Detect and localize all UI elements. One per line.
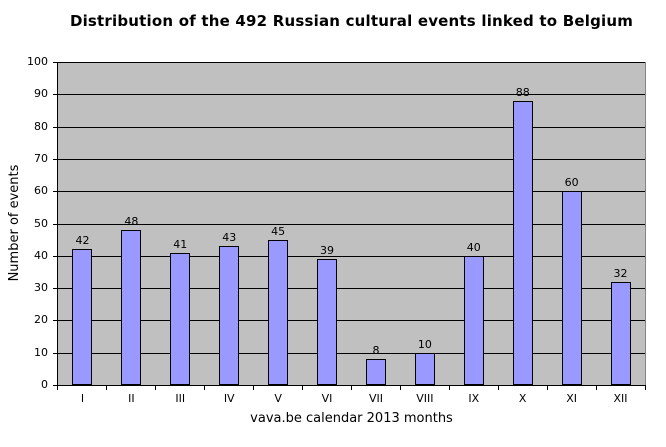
x-category-label-III: III bbox=[175, 392, 186, 405]
gridline-60 bbox=[58, 191, 645, 193]
x-tick-0 bbox=[57, 386, 58, 390]
y-tick-label-70: 70 bbox=[34, 151, 48, 165]
y-tick-0 bbox=[53, 385, 57, 386]
y-axis-line bbox=[57, 62, 58, 386]
bar-XII bbox=[610, 281, 631, 385]
x-tick-2 bbox=[155, 386, 156, 390]
y-tick-10 bbox=[53, 352, 57, 354]
x-category-label-VIII: VIII bbox=[416, 392, 434, 405]
y-tick-80 bbox=[53, 126, 57, 128]
bar-V bbox=[268, 239, 289, 385]
gridline-90 bbox=[58, 94, 645, 96]
y-tick-label-30: 30 bbox=[34, 281, 48, 295]
y-tick-label-0: 0 bbox=[41, 378, 48, 391]
bar-II bbox=[121, 229, 142, 385]
bar-IX bbox=[463, 255, 484, 385]
chart-title: Distribution of the 492 Russian cultural… bbox=[69, 12, 634, 30]
x-tick-6 bbox=[351, 386, 352, 390]
bar-VI bbox=[317, 259, 338, 385]
x-tick-7 bbox=[400, 386, 401, 390]
bar-I bbox=[72, 249, 93, 385]
x-category-label-IX: IX bbox=[468, 392, 480, 405]
bar-value-label-VI: 39 bbox=[320, 244, 335, 258]
bar-value-label-VIII: 10 bbox=[417, 337, 432, 351]
y-tick-70 bbox=[53, 158, 57, 160]
bar-IV bbox=[219, 246, 240, 385]
y-tick-label-60: 60 bbox=[34, 184, 48, 198]
x-tick-4 bbox=[253, 386, 254, 390]
y-tick-90 bbox=[53, 94, 57, 96]
plot-right-border bbox=[645, 62, 646, 385]
bar-value-label-IV: 43 bbox=[222, 231, 237, 245]
bar-value-label-X: 88 bbox=[515, 85, 530, 99]
bar-VII bbox=[365, 359, 386, 385]
bar-III bbox=[170, 252, 191, 385]
y-tick-label-90: 90 bbox=[34, 87, 48, 101]
gridline-80 bbox=[58, 126, 645, 128]
x-tick-11 bbox=[596, 386, 597, 390]
bar-value-label-XI: 60 bbox=[564, 176, 579, 190]
bar-value-label-I: 42 bbox=[75, 234, 90, 248]
bar-value-label-XII: 32 bbox=[613, 266, 628, 280]
x-category-label-V: V bbox=[274, 392, 282, 405]
x-axis-title: vava.be calendar 2013 months bbox=[250, 411, 453, 426]
x-category-label-I: I bbox=[80, 392, 85, 405]
x-tick-9 bbox=[498, 386, 499, 390]
y-tick-label-20: 20 bbox=[34, 313, 48, 327]
gridline-70 bbox=[58, 158, 645, 160]
gridline-10 bbox=[58, 352, 645, 354]
y-tick-40 bbox=[53, 255, 57, 257]
bar-value-label-VII: 8 bbox=[372, 344, 380, 358]
x-tick-12 bbox=[645, 386, 646, 390]
y-tick-50 bbox=[53, 223, 57, 225]
gridline-100 bbox=[58, 62, 645, 63]
bar-value-label-III: 41 bbox=[173, 237, 188, 251]
bar-value-label-V: 45 bbox=[271, 224, 286, 238]
x-category-label-VII: VII bbox=[368, 392, 383, 405]
gridline-50 bbox=[58, 223, 645, 225]
bar-VIII bbox=[414, 352, 435, 385]
bar-X bbox=[512, 100, 533, 385]
bar-value-label-IX: 40 bbox=[466, 240, 481, 254]
x-tick-1 bbox=[106, 386, 107, 390]
plot-area: 42 48 41 43 45 39 8 10 40 88 60 32 bbox=[58, 62, 645, 385]
x-category-label-VI: VI bbox=[321, 392, 333, 405]
y-tick-label-80: 80 bbox=[34, 119, 48, 133]
y-tick-30 bbox=[53, 288, 57, 290]
x-category-label-XI: XI bbox=[566, 392, 577, 405]
y-tick-label-50: 50 bbox=[34, 216, 48, 230]
gridline-20 bbox=[58, 320, 645, 322]
y-tick-label-40: 40 bbox=[34, 248, 48, 262]
y-tick-100 bbox=[53, 62, 57, 63]
x-tick-5 bbox=[302, 386, 303, 390]
bar-XI bbox=[561, 191, 582, 385]
y-tick-label-10: 10 bbox=[34, 345, 48, 359]
x-tick-10 bbox=[547, 386, 548, 390]
y-tick-60 bbox=[53, 191, 57, 193]
x-tick-8 bbox=[449, 386, 450, 390]
bar-value-label-II: 48 bbox=[124, 214, 139, 228]
x-category-label-XII: XII bbox=[613, 392, 628, 405]
x-axis-line bbox=[57, 385, 646, 386]
y-tick-20 bbox=[53, 320, 57, 322]
x-category-label-IV: IV bbox=[223, 392, 235, 405]
x-category-label-II: II bbox=[128, 392, 135, 405]
gridline-40 bbox=[58, 255, 645, 257]
x-category-label-X: X bbox=[518, 392, 527, 405]
y-tick-label-100: 100 bbox=[27, 55, 48, 68]
x-tick-3 bbox=[204, 386, 205, 390]
gridline-30 bbox=[58, 288, 645, 290]
